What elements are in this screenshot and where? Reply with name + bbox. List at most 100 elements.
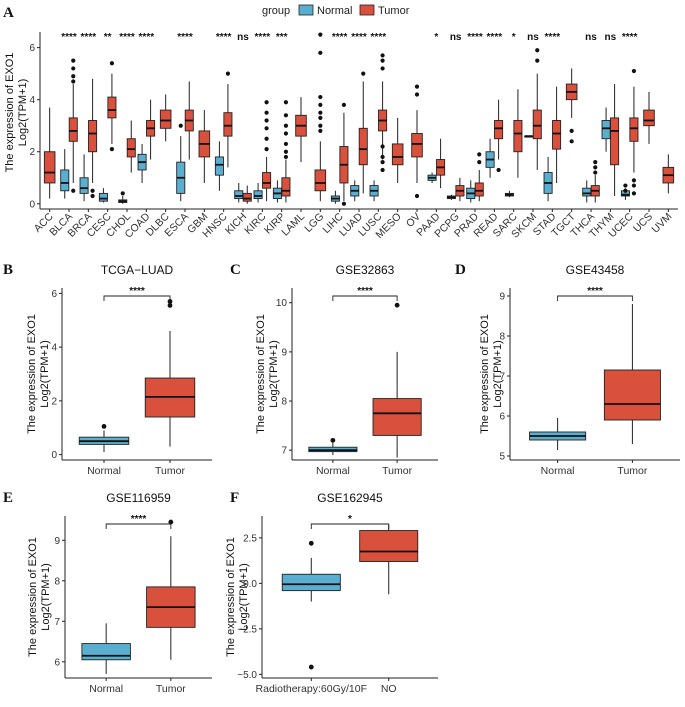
panel-letter-f: F	[230, 490, 239, 506]
box-thym-normal	[601, 107, 611, 152]
panel-b-significance-bracket	[103, 295, 171, 301]
outlier-blca-tumor	[71, 58, 76, 63]
outlier-kirc-tumor	[264, 110, 269, 115]
panel-a-y-tick-label: 0	[29, 199, 35, 210]
significance-read: ****	[487, 32, 503, 43]
panel-b-y-tick-label: 2	[51, 396, 57, 407]
box-ucs-tumor-iqr-box	[643, 109, 655, 127]
box-stad-tumor	[552, 86, 562, 183]
panel-f-title: GSE162945	[317, 491, 383, 505]
box-chol-normal	[118, 195, 128, 204]
panel-a-ylabel-line1: The expression of EXO1	[4, 53, 16, 173]
panel-f-y-tick-label: 2.5	[243, 533, 257, 544]
outlier-ucec-normal	[623, 183, 628, 188]
panel-letter-c: C	[230, 262, 241, 278]
box-brca-tumor	[88, 78, 98, 183]
outlier-ucec-tumor	[631, 183, 637, 188]
significance-esca: ****	[177, 32, 193, 43]
outlier-lgg-tumor	[318, 32, 323, 37]
outlier-blca-tumor	[71, 188, 76, 193]
outlier-kirp-tumor	[283, 154, 289, 160]
panel-e-title: GSE116959	[106, 491, 171, 505]
panel-b-x-label-second: Tumor	[155, 465, 185, 477]
outlier-cesc-tumor	[109, 147, 115, 152]
panel-d-y-tick-label: 9	[499, 292, 505, 303]
panel-letter-d: D	[455, 262, 466, 278]
box-ucec-tumor	[629, 86, 639, 173]
outlier-ov-tumor	[414, 92, 420, 97]
panel-c-x-label-first: Normal	[316, 465, 350, 477]
box-dlbc-tumor-iqr-box	[159, 109, 172, 129]
box-lihc-tumor	[339, 112, 349, 202]
outlier-lgg-tumor	[318, 128, 323, 134]
panel-f-significance-bracket	[310, 523, 390, 529]
box-luad-normal	[350, 180, 360, 202]
box-thca-normal-iqr-box	[582, 187, 592, 197]
outlier-ucec-tumor	[631, 178, 637, 183]
box-kirp-normal	[272, 180, 282, 203]
panel-letter-e: E	[3, 490, 13, 506]
box-stad-normal	[543, 156, 553, 202]
outlier-kirp-tumor	[283, 123, 289, 128]
box-read-normal	[485, 138, 495, 178]
panel-e-ylabel-line2: Log2(TPM+1)	[40, 563, 52, 631]
box-lihc-normal	[330, 190, 340, 204]
outlier-chol-normal	[120, 191, 125, 196]
panel-f-x-label-second: NO	[381, 683, 397, 695]
panel-f-box-first-iqr-box	[281, 573, 341, 592]
panel-b-significance: ****	[129, 286, 145, 297]
box-laml-tumor	[295, 97, 307, 163]
box-kirp-tumor	[281, 159, 291, 203]
box-skcm-normal	[524, 135, 534, 138]
box-hnsc-normal	[214, 141, 224, 191]
box-cesc-normal-iqr-box	[98, 192, 108, 202]
panel-d: D GSE43458 The expression of EXO1 Log2(TPM+…	[455, 262, 680, 477]
outlier-lusc-tumor	[380, 154, 385, 160]
panel-c: C GSE32863 The expression of EXO1 Log2(TPM+…	[230, 262, 438, 477]
box-thca-normal	[582, 180, 592, 203]
box-kich-normal-iqr-box	[234, 190, 244, 200]
panel-b: B TCGA−LUAD The expression of EXO1 Log2(TPM…	[3, 262, 212, 477]
panel-letter-b: B	[3, 262, 13, 278]
panel-f-y-tick-label: −2.5	[237, 624, 257, 635]
panel-e-y-tick-label: 8	[54, 576, 60, 587]
panel-c-box-second-iqr-box	[372, 398, 422, 436]
significance-kirc: ****	[255, 32, 271, 43]
box-esca-normal	[176, 136, 186, 202]
outlier-lusc-tumor	[380, 53, 385, 58]
box-hnsc-normal-iqr-box	[214, 156, 224, 176]
panel-f: F GSE162945 The expression of EXO1 Log2(TPM…	[225, 490, 438, 695]
significance-thca: ns	[585, 32, 597, 43]
box-pcpg-normal	[446, 194, 456, 200]
significance-chol: ****	[119, 32, 135, 43]
outlier-kirc-tumor	[264, 147, 269, 152]
panel-c-y-tick-label: 9	[281, 347, 287, 358]
box-cesc-tumor	[107, 73, 117, 144]
outlier-thca-tumor	[593, 165, 598, 170]
panel-e-y-tick-label: 6	[54, 657, 60, 668]
outlier-kirc-tumor	[264, 100, 269, 105]
box-kirc-normal	[253, 182, 263, 203]
legend: group Normal Tumor	[262, 4, 410, 17]
panel-f-outlier	[308, 540, 314, 546]
box-brca-normal-iqr-box	[79, 177, 89, 194]
significance-prad: ****	[467, 32, 483, 43]
outlier-prad-tumor	[477, 152, 482, 157]
panel-b-box-first	[78, 430, 130, 452]
panel-b-x-label-first: Normal	[87, 465, 121, 477]
box-thca-tumor	[590, 175, 600, 203]
panel-d-x-label-second: Tumor	[617, 465, 647, 477]
box-blca-tumor-iqr-box	[68, 117, 78, 142]
panel-f-x-label-first: Radiotherapy:60Gy/10F	[256, 683, 367, 695]
significance-thym: ns	[604, 32, 616, 43]
outlier-kirp-tumor	[283, 149, 289, 154]
outlier-lgg-tumor	[318, 123, 323, 128]
box-cesc-tumor-iqr-box	[107, 96, 117, 119]
outlier-cesc-tumor	[109, 61, 115, 66]
significance-lihc: ****	[332, 32, 348, 43]
panel-d-y-tick-label: 5	[499, 452, 505, 463]
outlier-luad-tumor	[361, 71, 366, 76]
box-paad-tumor	[436, 138, 446, 189]
outlier-lusc-tumor	[380, 66, 385, 71]
x-label-uvm: UVM	[649, 211, 674, 236]
